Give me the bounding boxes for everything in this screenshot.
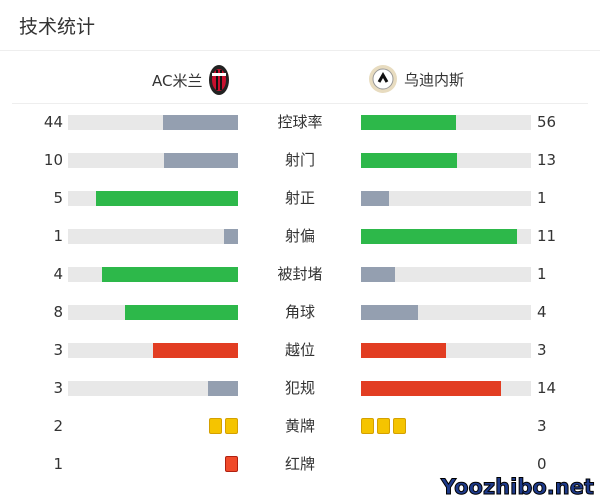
section-title: 技术统计 [19, 16, 96, 38]
away-value: 4 [537, 303, 547, 321]
home-team-name: AC米兰 [152, 71, 203, 90]
stat-label: 越位 [284, 341, 315, 359]
yellow-card-icon [377, 418, 390, 434]
away-bar [361, 305, 531, 320]
stat-row: 8 角球 4 [0, 302, 600, 322]
home-cards [225, 456, 238, 472]
stat-row: 3 犯规 14 [0, 378, 600, 398]
away-bar [361, 153, 531, 168]
yellow-card-icon [209, 418, 222, 434]
card-row: 1 红牌 0 [0, 454, 600, 474]
stat-label: 射正 [284, 189, 315, 207]
away-bar-fill [361, 343, 446, 358]
home-bar [68, 115, 238, 130]
stat-label: 角球 [284, 303, 315, 321]
stat-label: 射偏 [284, 227, 315, 245]
yellow-card-icon [225, 418, 238, 434]
udinese-logo-icon [369, 65, 397, 93]
away-bar-fill [361, 381, 501, 396]
home-bar [68, 305, 238, 320]
home-value: 3 [53, 379, 63, 397]
away-bar-fill [361, 267, 395, 282]
stat-row: 1 射偏 11 [0, 226, 600, 246]
ac-milan-logo-icon [209, 65, 230, 95]
watermark: Yoozhibo.net [440, 475, 594, 499]
card-row: 2 黄牌 3 [0, 416, 600, 436]
home-value: 5 [53, 189, 63, 207]
away-value: 0 [537, 455, 547, 473]
home-bar-fill [102, 267, 238, 282]
stat-label: 犯规 [284, 379, 315, 397]
home-bar-fill [124, 305, 238, 320]
home-value: 44 [43, 113, 63, 131]
home-bar [68, 229, 238, 244]
red-card-icon [225, 456, 238, 472]
away-value: 1 [537, 265, 547, 283]
away-bar [361, 229, 531, 244]
stat-label: 黄牌 [284, 417, 315, 435]
stat-row: 3 越位 3 [0, 340, 600, 360]
yellow-card-icon [361, 418, 374, 434]
away-value: 13 [537, 151, 557, 169]
stat-row: 4 被封堵 1 [0, 264, 600, 284]
home-value: 8 [53, 303, 63, 321]
stat-label: 控球率 [277, 113, 323, 131]
away-bar-fill [361, 115, 457, 130]
away-value: 56 [537, 113, 557, 131]
away-team-name: 乌迪内斯 [404, 70, 465, 89]
home-value: 3 [53, 341, 63, 359]
home-bar [68, 153, 238, 168]
home-team: AC米兰 [152, 64, 230, 96]
home-cards [209, 418, 238, 434]
home-bar-fill [208, 381, 238, 396]
home-value: 1 [53, 227, 63, 245]
home-value: 10 [43, 151, 63, 169]
home-bar [68, 267, 238, 282]
stat-row: 5 射正 1 [0, 188, 600, 208]
home-value: 4 [53, 265, 63, 283]
away-bar [361, 115, 531, 130]
divider [12, 103, 588, 104]
stat-label: 被封堵 [277, 265, 323, 283]
away-bar [361, 191, 531, 206]
home-value: 1 [53, 455, 63, 473]
stat-row: 10 射门 13 [0, 150, 600, 170]
home-bar-fill [163, 115, 238, 130]
stat-label: 红牌 [284, 455, 315, 473]
away-value: 11 [537, 227, 557, 245]
away-value: 3 [537, 417, 547, 435]
home-value: 2 [53, 417, 63, 435]
away-team: 乌迪内斯 [368, 64, 464, 94]
divider [0, 50, 600, 51]
yellow-card-icon [393, 418, 406, 434]
away-bar-fill [361, 305, 418, 320]
away-value: 14 [537, 379, 557, 397]
stat-label: 射门 [284, 151, 315, 169]
home-bar-fill [96, 191, 238, 206]
away-bar-fill [361, 153, 458, 168]
home-bar [68, 191, 238, 206]
home-bar-fill [164, 153, 238, 168]
away-cards [361, 418, 406, 434]
away-value: 3 [537, 341, 547, 359]
away-bar [361, 343, 531, 358]
home-bar-fill [223, 229, 238, 244]
home-bar [68, 381, 238, 396]
away-bar [361, 267, 531, 282]
away-value: 1 [537, 189, 547, 207]
home-bar-fill [153, 343, 238, 358]
away-bar [361, 381, 531, 396]
stat-row: 44 控球率 56 [0, 112, 600, 132]
home-bar [68, 343, 238, 358]
away-bar-fill [361, 191, 390, 206]
away-bar-fill [361, 229, 517, 244]
